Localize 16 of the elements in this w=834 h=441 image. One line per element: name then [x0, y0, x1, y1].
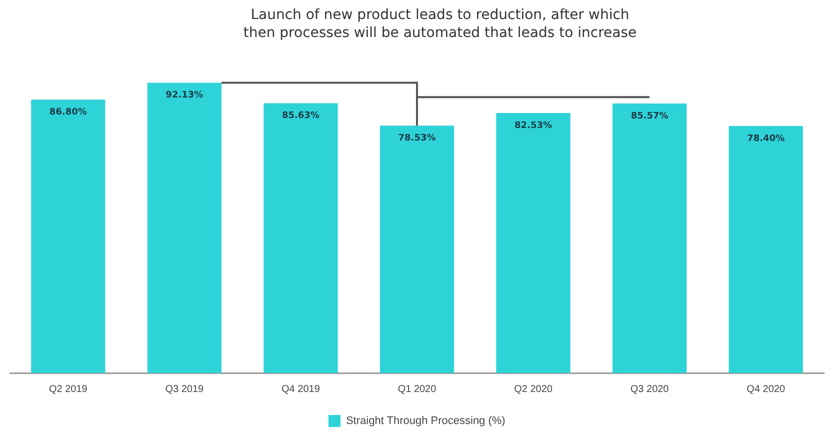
data-label: 78.40% [747, 134, 785, 144]
x-tick-label: Q2 2020 [514, 384, 553, 395]
x-tick-label: Q1 2020 [398, 384, 437, 395]
x-tick-label: Q4 2019 [282, 384, 320, 395]
x-tick-label: Q4 2020 [746, 384, 786, 395]
text: Launch of new product leads to reduction, after which then processes will be automated that leads to increase [242, 6, 638, 42]
legend-label: Straight Through Processing (%) [346, 415, 506, 428]
data-label: 85.57% [630, 111, 668, 122]
data-label: 86.80% [49, 107, 87, 118]
data-label: 92.13% [166, 90, 204, 101]
x-tick-label: Q3 2019 [165, 384, 204, 395]
data-label: 78.53% [398, 133, 436, 144]
x-tick-label: Q3 2020 [630, 384, 670, 395]
data-label: 85.63% [282, 111, 320, 122]
x-tick-label: Q2 2019 [48, 384, 88, 395]
data-label: 82.53% [514, 120, 552, 131]
